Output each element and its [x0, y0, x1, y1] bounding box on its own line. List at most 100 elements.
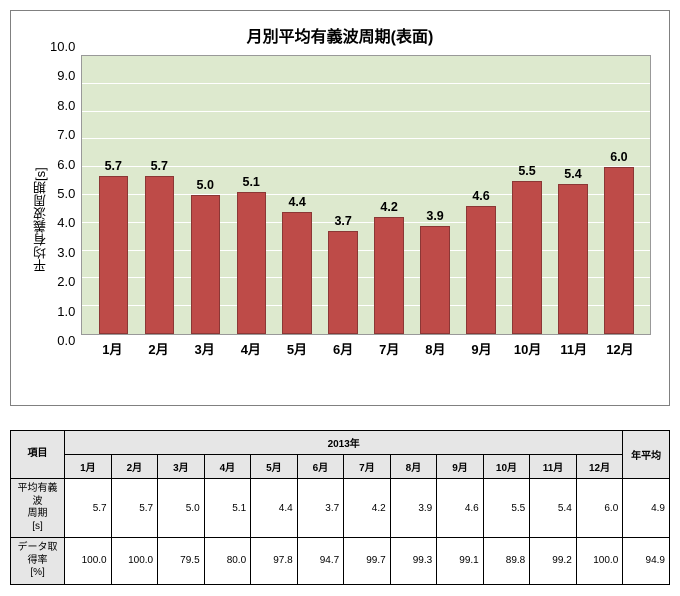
col-month: 11月: [530, 455, 577, 479]
bar: [191, 195, 220, 334]
x-tick: 7月: [366, 339, 412, 358]
table-cell: 5.4: [530, 479, 577, 538]
bar: [237, 192, 266, 334]
col-month: 3月: [158, 455, 205, 479]
table-cell: 100.0: [576, 538, 623, 585]
bar: [282, 212, 311, 334]
x-tick: 3月: [182, 339, 228, 358]
table-header-row-2: 1月2月3月4月5月6月7月8月9月10月11月12月: [11, 455, 670, 479]
bar-value-label: 5.5: [518, 164, 535, 178]
x-tick: 2月: [135, 339, 181, 358]
bar: [466, 206, 495, 334]
bar-value-label: 4.6: [472, 189, 489, 203]
bar: [374, 217, 403, 334]
col-month: 2月: [111, 455, 158, 479]
table-cell: 100.0: [111, 538, 158, 585]
plot-area: 5.7 5.7 5.0 5.1 4.4 3.7 4.2 3.9 4.6 5.5 5.4 6.0: [81, 55, 651, 335]
table-cell: 80.0: [204, 538, 251, 585]
table-cell: 5.7: [111, 479, 158, 538]
bar: [328, 231, 357, 334]
col-month: 8月: [390, 455, 437, 479]
bar: [420, 226, 449, 334]
row-label: データ取得率[%]: [11, 538, 65, 585]
x-tick: 8月: [412, 339, 458, 358]
table-cell: 99.1: [437, 538, 484, 585]
col-month: 9月: [437, 455, 484, 479]
col-month: 1月: [65, 455, 112, 479]
table-cell: 5.7: [65, 479, 112, 538]
bar-value-label: 3.7: [334, 214, 351, 228]
table-cell: 79.5: [158, 538, 205, 585]
x-tick: 11月: [551, 339, 597, 358]
y-axis-ticks: 10.0 9.0 8.0 7.0 6.0 5.0 4.0 3.0 2.0 1.0…: [50, 47, 81, 341]
x-tick: 4月: [228, 339, 274, 358]
col-item: 項目: [11, 431, 65, 479]
table-row: 平均有義波周期[s] 5.75.75.05.14.43.74.23.94.65.…: [11, 479, 670, 538]
col-avg: 年平均: [623, 431, 670, 479]
col-month: 7月: [344, 455, 391, 479]
x-tick: 6月: [320, 339, 366, 358]
bar-slot: 5.5: [504, 56, 550, 334]
x-tick: 9月: [458, 339, 504, 358]
table-cell: 99.7: [344, 538, 391, 585]
table-cell: 3.7: [297, 479, 344, 538]
table-cell: 4.6: [437, 479, 484, 538]
chart-body: 平均有義波周期[s] 10.0 9.0 8.0 7.0 6.0 5.0 4.0 …: [29, 55, 651, 385]
bar-slot: 5.7: [136, 56, 182, 334]
bar: [558, 184, 587, 334]
bar: [99, 176, 128, 334]
bars-group: 5.7 5.7 5.0 5.1 4.4 3.7 4.2 3.9 4.6 5.5 5.4 6.0: [82, 56, 650, 334]
table-cell: 97.8: [251, 538, 298, 585]
bar-value-label: 6.0: [610, 150, 627, 164]
x-axis-ticks: 1月2月3月4月5月6月7月8月9月10月11月12月: [81, 339, 651, 358]
bar-slot: 4.4: [274, 56, 320, 334]
bar-value-label: 5.4: [564, 167, 581, 181]
col-month: 5月: [251, 455, 298, 479]
table-row: データ取得率[%] 100.0100.079.580.097.894.799.7…: [11, 538, 670, 585]
chart-title: 月別平均有義波周期(表面): [29, 23, 651, 47]
bar-slot: 4.6: [458, 56, 504, 334]
table-cell: 99.2: [530, 538, 577, 585]
bar-slot: 4.2: [366, 56, 412, 334]
col-year-group: 2013年: [65, 431, 623, 455]
table-cell: 3.9: [390, 479, 437, 538]
bar-slot: 5.4: [550, 56, 596, 334]
bar-value-label: 5.7: [105, 159, 122, 173]
bar-value-label: 5.0: [197, 178, 214, 192]
bar-value-label: 5.1: [243, 175, 260, 189]
bar-slot: 6.0: [596, 56, 642, 334]
table-cell: 99.3: [390, 538, 437, 585]
bar-slot: 3.9: [412, 56, 458, 334]
bar-value-label: 3.9: [426, 209, 443, 223]
table-cell: 89.8: [483, 538, 530, 585]
table-cell: 94.7: [297, 538, 344, 585]
col-month: 10月: [483, 455, 530, 479]
x-tick: 12月: [597, 339, 643, 358]
col-month: 12月: [576, 455, 623, 479]
bar-slot: 3.7: [320, 56, 366, 334]
bar-value-label: 4.4: [288, 195, 305, 209]
table-cell: 100.0: [65, 538, 112, 585]
bar: [604, 167, 633, 334]
bar: [145, 176, 174, 334]
table-cell: 5.1: [204, 479, 251, 538]
bar-slot: 5.1: [228, 56, 274, 334]
bar-value-label: 5.7: [151, 159, 168, 173]
table-cell-avg: 94.9: [623, 538, 670, 585]
table-header-row-1: 項目 2013年 年平均: [11, 431, 670, 455]
col-month: 4月: [204, 455, 251, 479]
bar-slot: 5.0: [182, 56, 228, 334]
table-cell: 4.2: [344, 479, 391, 538]
row-label: 平均有義波周期[s]: [11, 479, 65, 538]
table-cell: 5.5: [483, 479, 530, 538]
plot-wrap: 5.7 5.7 5.0 5.1 4.4 3.7 4.2 3.9 4.6 5.5 5.4 6.0 1月2…: [81, 55, 651, 385]
x-tick: 1月: [89, 339, 135, 358]
table-cell: 4.4: [251, 479, 298, 538]
col-month: 6月: [297, 455, 344, 479]
y-axis-label: 平均有義波周期[s]: [29, 55, 50, 385]
bar-value-label: 4.2: [380, 200, 397, 214]
table-cell: 6.0: [576, 479, 623, 538]
table-cell-avg: 4.9: [623, 479, 670, 538]
bar-slot: 5.7: [90, 56, 136, 334]
x-tick: 10月: [505, 339, 551, 358]
